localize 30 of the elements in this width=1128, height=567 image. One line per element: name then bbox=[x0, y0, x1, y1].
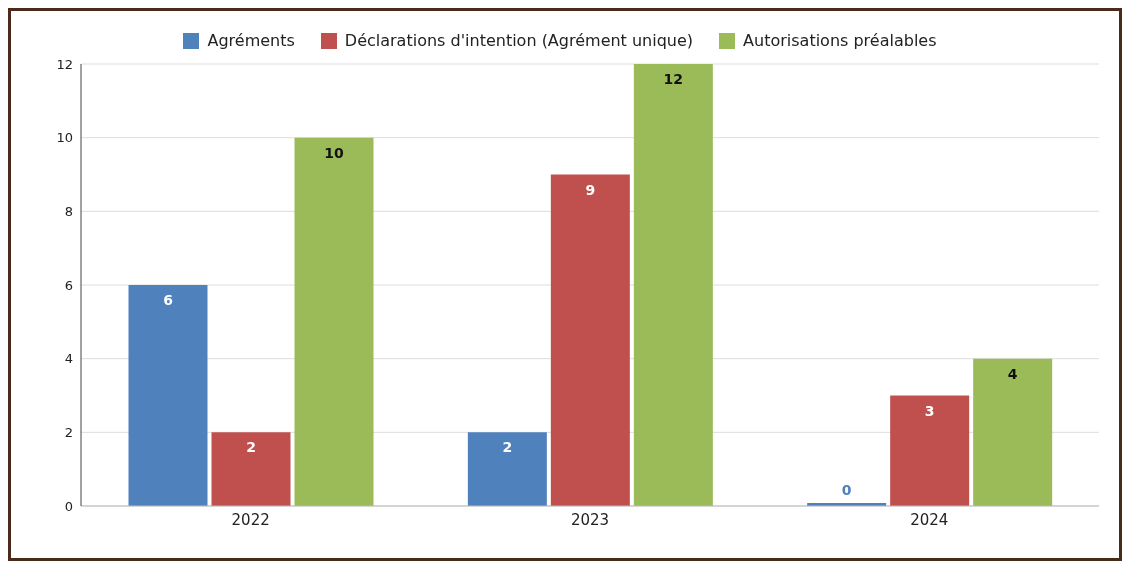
bar bbox=[211, 432, 291, 506]
x-tick-label: 2022 bbox=[231, 510, 270, 529]
y-tick-label: 6 bbox=[64, 277, 73, 293]
data-label: 12 bbox=[663, 71, 684, 87]
bar bbox=[633, 64, 713, 506]
data-label: 9 bbox=[585, 181, 596, 198]
bar bbox=[973, 358, 1053, 506]
data-label: 2 bbox=[246, 439, 256, 456]
y-tick-label: 12 bbox=[56, 56, 73, 72]
bar bbox=[467, 432, 547, 506]
y-tick-label: 10 bbox=[56, 130, 73, 146]
bar bbox=[128, 285, 208, 506]
y-tick-label: 4 bbox=[64, 351, 73, 367]
legend-label: Déclarations d'intention (Agrément unique) bbox=[344, 31, 694, 50]
bar bbox=[294, 137, 374, 506]
bar bbox=[890, 395, 970, 506]
x-tick-label: 2024 bbox=[910, 510, 949, 529]
data-label: 10 bbox=[324, 144, 345, 161]
x-tick-label: 2023 bbox=[570, 510, 610, 529]
y-tick-label: 8 bbox=[64, 203, 73, 219]
data-label: 0 bbox=[841, 482, 852, 498]
legend-label: Autorisations préalables bbox=[743, 31, 937, 50]
y-tick-label: 0 bbox=[64, 498, 73, 514]
data-label: 6 bbox=[163, 292, 173, 308]
y-tick-label: 2 bbox=[64, 424, 73, 440]
data-label: 3 bbox=[924, 402, 935, 419]
bar bbox=[550, 174, 630, 506]
data-label: 4 bbox=[1007, 365, 1018, 382]
legend-label: Agréments bbox=[207, 31, 295, 50]
data-label: 2 bbox=[502, 439, 513, 456]
